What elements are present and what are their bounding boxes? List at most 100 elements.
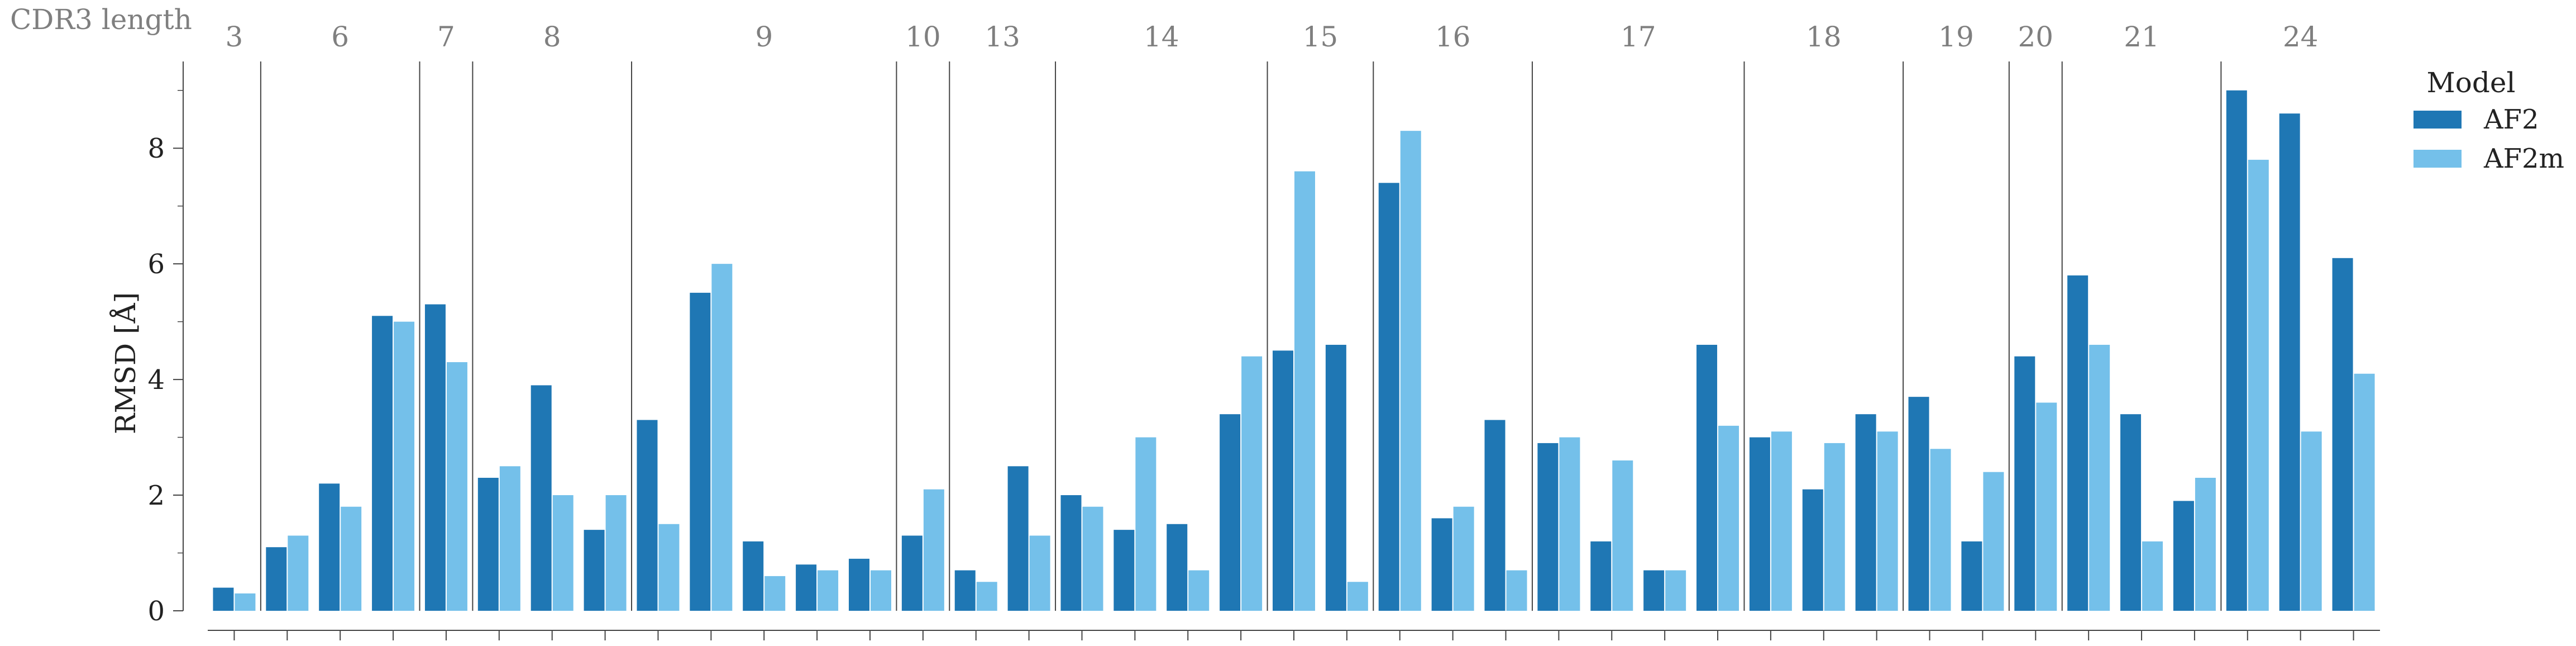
legend-title: Model	[2427, 66, 2516, 99]
y-tick-label: 0	[147, 596, 165, 627]
bar-af2m	[1453, 506, 1474, 611]
group-separators: 3 6 7 8 9 10 13 14 15 16 17 18 19 20 21 24	[226, 21, 2319, 611]
group-label: 6	[331, 21, 349, 53]
bar-af2	[1378, 183, 1399, 611]
bar-af2m	[1718, 425, 1739, 611]
bar-af2	[1908, 397, 1929, 611]
group-label: 7	[437, 21, 455, 53]
bar-af2m	[499, 466, 520, 611]
bar-af2m	[1082, 506, 1103, 611]
bar-af2	[1749, 437, 1770, 611]
bar-af2	[531, 385, 552, 611]
y-tick-label: 8	[147, 133, 165, 164]
bar-af2	[1643, 570, 1665, 611]
x-axis	[208, 630, 2380, 640]
bar-af2	[1220, 414, 1241, 611]
bar-af2m	[923, 489, 944, 611]
bar-af2	[743, 541, 764, 611]
bar-af2	[1431, 518, 1452, 611]
bar-af2	[2014, 356, 2035, 611]
legend-swatch-af2m	[2413, 150, 2462, 168]
bar-af2m	[1877, 431, 1898, 611]
bar-af2m	[1983, 472, 2004, 611]
bar-af2m	[2036, 402, 2057, 611]
bar-af2	[796, 564, 817, 611]
bar-af2m	[605, 495, 627, 611]
bar-af2m	[1612, 460, 1633, 611]
bar-af2m	[976, 582, 997, 611]
group-label: 3	[226, 21, 243, 53]
legend-label-af2: AF2	[2483, 104, 2539, 135]
bar-af2m	[446, 362, 467, 611]
bar-af2m	[870, 570, 891, 611]
bar-af2	[848, 558, 869, 611]
bar-af2m	[764, 576, 786, 611]
bar-af2	[424, 304, 446, 611]
group-label: 17	[1621, 21, 1656, 53]
bar-af2m	[1665, 570, 1686, 611]
bar-af2	[1961, 541, 1982, 611]
y-tick-label: 2	[147, 480, 165, 511]
bar-af2	[266, 547, 287, 611]
group-label: 18	[1806, 21, 1842, 53]
bar-af2	[637, 420, 658, 611]
legend: Model AF2 AF2m	[2413, 66, 2564, 174]
bar-af2	[1855, 414, 1876, 611]
bar-af2	[1537, 443, 1559, 611]
group-label: 9	[755, 21, 773, 53]
bar-af2m	[818, 570, 839, 611]
bar-af2m	[2195, 478, 2216, 611]
group-label: 16	[1435, 21, 1471, 53]
bar-af2	[2279, 113, 2300, 611]
bar-af2m	[394, 321, 415, 611]
group-label: 10	[905, 21, 941, 53]
bar-af2m	[2248, 159, 2269, 611]
bar-af2	[1484, 420, 1506, 611]
y-tick-label: 6	[147, 249, 165, 280]
bar-af2m	[1824, 443, 1845, 611]
y-axis-label: RMSD [Å]	[109, 292, 142, 434]
bar-af2	[690, 292, 711, 611]
bar-af2	[372, 316, 393, 611]
group-label: 15	[1303, 21, 1339, 53]
y-tick-label: 4	[147, 364, 165, 396]
legend-label-af2m: AF2m	[2483, 143, 2564, 174]
bar-af2	[1802, 489, 1823, 611]
bar-af2	[2173, 501, 2194, 611]
bar-af2	[1590, 541, 1612, 611]
bar-af2m	[1559, 437, 1580, 611]
bar-af2m	[1400, 131, 1421, 611]
bar-af2m	[1135, 437, 1156, 611]
bar-af2m	[1188, 570, 1210, 611]
bar-af2m	[1029, 535, 1050, 611]
bars	[213, 90, 2375, 611]
group-label: 19	[1938, 21, 1974, 53]
group-label: 14	[1144, 21, 1179, 53]
bar-af2m	[1930, 449, 1951, 611]
bar-af2m	[1241, 356, 1263, 611]
bar-af2m	[341, 506, 362, 611]
legend-swatch-af2	[2413, 111, 2462, 129]
bar-af2	[1007, 466, 1029, 611]
bar-af2	[2067, 275, 2088, 611]
bar-af2	[2226, 90, 2247, 611]
bar-af2	[477, 478, 499, 611]
bar-af2	[1167, 524, 1188, 611]
bar-af2	[1325, 345, 1346, 611]
group-label: 13	[984, 21, 1020, 53]
group-label: 24	[2283, 21, 2319, 53]
bar-af2	[319, 483, 340, 611]
bar-af2m	[711, 264, 733, 611]
bar-af2	[1273, 350, 1293, 611]
bar-af2m	[1506, 570, 1527, 611]
bar-af2m	[1771, 431, 1792, 611]
bar-af2m	[2142, 541, 2163, 611]
bar-af2	[954, 570, 976, 611]
bar-af2m	[658, 524, 680, 611]
bar-af2m	[1347, 582, 1368, 611]
bar-af2	[213, 587, 234, 611]
bar-af2m	[1294, 171, 1315, 611]
bar-af2m	[552, 495, 573, 611]
bar-af2m	[2089, 345, 2110, 611]
bar-af2m	[235, 593, 256, 611]
